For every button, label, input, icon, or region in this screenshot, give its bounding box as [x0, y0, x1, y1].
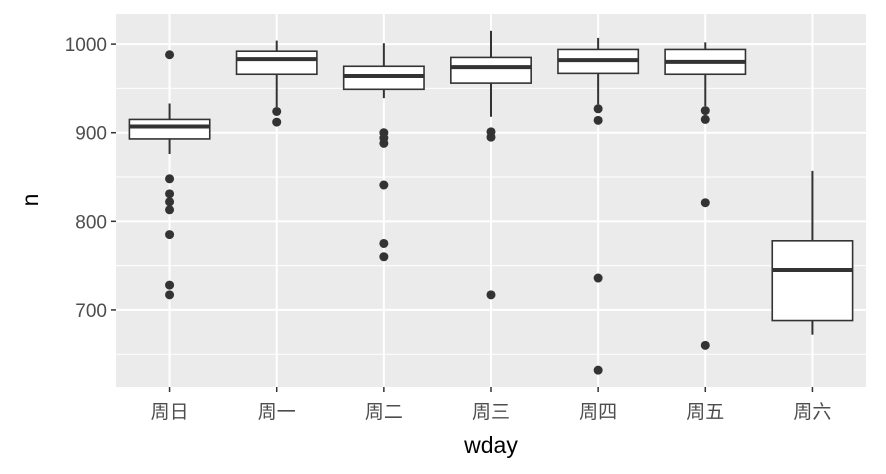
box [771, 240, 854, 322]
x-tick-label: 周三 [472, 401, 510, 423]
y-axis: 700 800 900 1000 [65, 35, 116, 322]
x-tick-label: 周五 [686, 401, 724, 423]
box [128, 118, 211, 140]
outlier-point [165, 230, 175, 240]
outlier-point [165, 280, 175, 290]
x-axis: 周日 周一 周二 周三 周四 周五 周六 [151, 387, 831, 423]
x-axis-title: wday [463, 432, 518, 458]
x-tick-label: 周日 [151, 401, 189, 423]
y-tick-label: 1000 [65, 35, 107, 56]
outlier-point [700, 340, 710, 350]
outlier-point [486, 132, 496, 142]
outlier-point [379, 138, 389, 148]
y-tick-label: 900 [75, 124, 107, 145]
outlier-point [165, 174, 175, 184]
outlier-point [165, 290, 175, 300]
outlier-point [700, 198, 710, 208]
outlier-point [379, 238, 389, 248]
outlier-point [486, 290, 496, 300]
outlier-point [165, 50, 175, 60]
y-tick-label: 800 [75, 212, 107, 233]
y-tick-label: 700 [75, 301, 107, 322]
box [450, 56, 532, 84]
outlier-point [593, 365, 603, 375]
x-tick-label: 周四 [579, 401, 617, 423]
x-tick-label: 周六 [793, 401, 831, 423]
x-tick-label: 周二 [365, 401, 403, 423]
outlier-point [272, 106, 282, 116]
outlier-point [593, 115, 603, 125]
outlier-point [700, 106, 710, 116]
outlier-point [165, 205, 175, 215]
outlier-point [272, 117, 282, 127]
outlier-point [165, 197, 175, 207]
box [235, 50, 318, 76]
outlier-point [700, 114, 710, 124]
x-tick-label: 周一 [258, 401, 296, 423]
y-axis-title: n [17, 194, 43, 207]
outlier-point [593, 104, 603, 114]
boxes [128, 30, 854, 375]
outlier-point [593, 273, 603, 283]
outlier-point [379, 180, 389, 190]
outlier-point [165, 189, 175, 199]
outlier-point [379, 252, 389, 262]
